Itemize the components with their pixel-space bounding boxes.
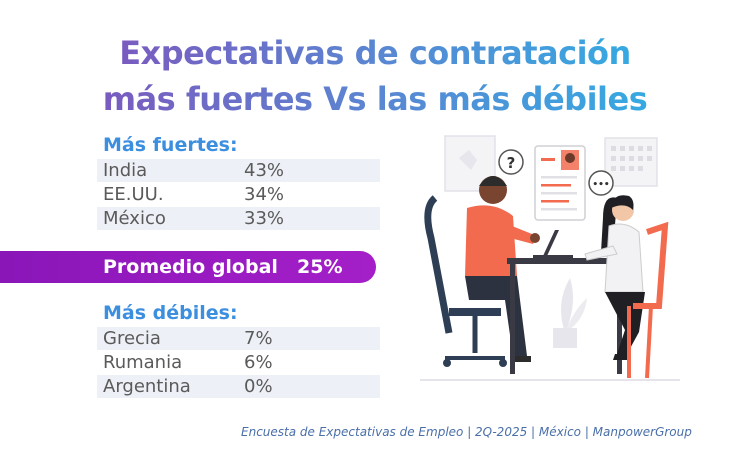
country-name: Rumania (103, 352, 183, 373)
global-average-value: 25% (297, 256, 343, 278)
question-bubble-icon: ? (498, 149, 524, 175)
global-average-bar: Promedio global 25% (0, 251, 376, 283)
country-value: 33% (244, 208, 285, 229)
country-value: 6% (244, 352, 273, 373)
table-row: India 43% (97, 159, 380, 182)
weakest-label: Más débiles: (103, 302, 238, 324)
country-name: Argentina (103, 376, 191, 397)
ellipsis-bubble-icon: ••• (588, 170, 614, 196)
table-row: Rumania 6% (97, 351, 380, 374)
wall-frame-icon (444, 135, 496, 192)
office-chair-right (627, 221, 669, 379)
table-row: México 33% (97, 207, 380, 230)
country-name: India (103, 160, 148, 181)
ellipsis-text: ••• (592, 180, 609, 190)
global-average-label: Promedio global (103, 256, 278, 278)
country-name: EE.UU. (103, 184, 164, 205)
source-footer: Encuesta de Expectativas de Empleo | 2Q-… (241, 425, 692, 439)
country-value: 7% (244, 328, 273, 349)
resume-document-icon (534, 145, 586, 221)
country-name: Grecia (103, 328, 161, 349)
table-row: Argentina 0% (97, 375, 380, 398)
laptop-icon (533, 230, 573, 258)
calendar-icon (604, 137, 658, 187)
title-line-2: más fuertes Vs las más débiles (102, 80, 648, 118)
plant-icon (553, 278, 587, 348)
page-title: Expectativas de contratación más fuertes… (0, 30, 750, 122)
country-name: México (103, 208, 166, 229)
table-row: Grecia 7% (97, 327, 380, 350)
office-chair-left (424, 195, 507, 367)
table-row: EE.UU. 34% (97, 183, 380, 206)
woman-figure (584, 195, 645, 360)
country-value: 0% (244, 376, 273, 397)
strongest-label: Más fuertes: (103, 134, 238, 156)
country-value: 34% (244, 184, 285, 205)
interview-illustration: ? ••• (420, 135, 680, 381)
question-mark: ? (507, 154, 516, 172)
title-line-1: Expectativas de contratación (119, 34, 631, 72)
country-value: 43% (244, 160, 285, 181)
